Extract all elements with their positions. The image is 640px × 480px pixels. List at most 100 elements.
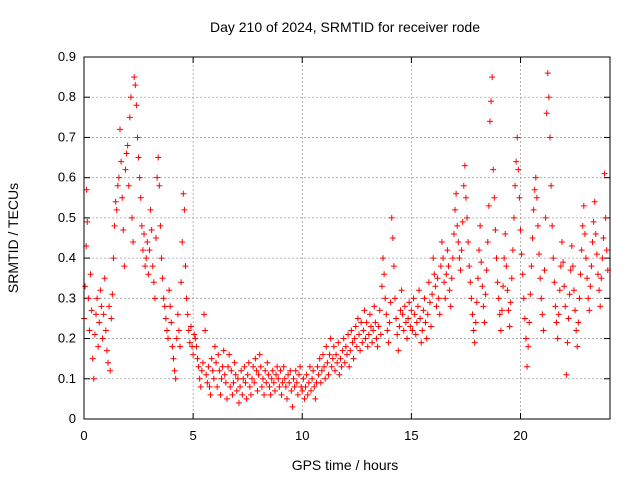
data-point — [141, 230, 148, 237]
data-point — [429, 291, 436, 298]
data-point — [524, 363, 531, 370]
data-point — [344, 351, 350, 358]
data-point — [250, 363, 257, 370]
data-point — [548, 182, 555, 189]
data-point — [322, 375, 329, 382]
data-point — [307, 387, 314, 394]
data-point — [573, 327, 580, 334]
x-tick-label: 20 — [513, 428, 527, 443]
data-point — [103, 347, 110, 354]
y-tick-label: 0.2 — [58, 331, 76, 346]
data-point — [369, 339, 376, 346]
data-point — [112, 198, 119, 205]
data-point — [490, 166, 497, 173]
data-point — [86, 327, 93, 334]
data-point — [244, 371, 251, 378]
data-point — [278, 391, 285, 398]
data-point — [84, 218, 91, 225]
data-point — [424, 311, 431, 318]
data-point — [560, 259, 567, 266]
data-point — [574, 343, 581, 350]
data-point — [437, 263, 444, 270]
data-point — [470, 327, 477, 334]
data-point — [234, 375, 241, 382]
data-point — [413, 319, 420, 326]
data-point — [199, 359, 206, 366]
data-point — [408, 307, 415, 314]
data-point — [474, 275, 481, 282]
y-tick-label: 0.9 — [58, 49, 76, 64]
data-point — [333, 351, 340, 358]
data-point — [381, 271, 388, 278]
data-point — [549, 222, 556, 229]
data-point — [382, 295, 389, 302]
data-point — [579, 222, 586, 229]
data-point — [590, 218, 597, 225]
data-point — [580, 202, 587, 209]
data-point — [537, 275, 544, 282]
data-point — [197, 383, 204, 390]
data-point — [261, 391, 268, 398]
data-point — [297, 363, 304, 370]
data-point — [447, 303, 454, 310]
data-point — [319, 351, 326, 358]
data-point — [294, 391, 301, 398]
data-point — [150, 279, 157, 286]
data-point — [241, 363, 248, 370]
data-point — [246, 383, 253, 390]
data-point — [572, 307, 579, 314]
data-point — [196, 375, 203, 382]
data-point — [594, 271, 601, 278]
data-point — [271, 387, 278, 394]
data-point — [484, 239, 491, 246]
data-point — [418, 339, 425, 346]
data-point — [434, 275, 441, 282]
data-point — [519, 271, 526, 278]
data-point — [326, 351, 333, 358]
data-point — [356, 331, 363, 338]
data-point — [177, 343, 184, 350]
data-point — [389, 235, 396, 241]
data-point — [538, 295, 545, 302]
data-point — [445, 263, 452, 270]
data-point — [114, 182, 121, 189]
data-point — [132, 82, 139, 89]
data-point — [409, 327, 416, 334]
data-point — [370, 327, 377, 334]
data-point — [493, 255, 500, 262]
data-point — [259, 375, 266, 382]
data-point — [223, 395, 230, 402]
data-point — [101, 275, 108, 282]
data-point — [361, 307, 368, 314]
data-point — [90, 375, 97, 382]
data-point — [147, 206, 154, 213]
data-point — [151, 295, 158, 302]
data-point — [353, 343, 360, 350]
data-point — [350, 355, 357, 362]
data-point — [449, 255, 456, 262]
data-point — [195, 363, 202, 370]
data-point — [348, 327, 355, 334]
data-point — [387, 299, 394, 306]
data-point — [465, 239, 472, 246]
data-point — [329, 355, 336, 362]
data-point — [600, 235, 607, 241]
data-point — [160, 295, 167, 302]
data-point — [299, 387, 306, 394]
data-point — [290, 375, 297, 382]
data-point — [536, 251, 543, 258]
data-point — [388, 214, 395, 221]
data-point — [264, 359, 271, 366]
data-point — [247, 391, 254, 398]
axis-ticks: 0 0.1 0.2 0.3 0.4 0.5 0.6 0.7 0.8 0.9 0 5 10 15 20 — [58, 49, 610, 443]
data-point — [107, 367, 114, 374]
data-point — [98, 303, 105, 310]
data-point — [220, 347, 227, 354]
data-point — [139, 247, 146, 254]
data-point — [306, 363, 313, 370]
data-point — [118, 158, 125, 165]
data-point — [233, 387, 240, 394]
data-point — [168, 319, 175, 326]
data-point — [315, 371, 322, 378]
data-point — [502, 230, 509, 237]
